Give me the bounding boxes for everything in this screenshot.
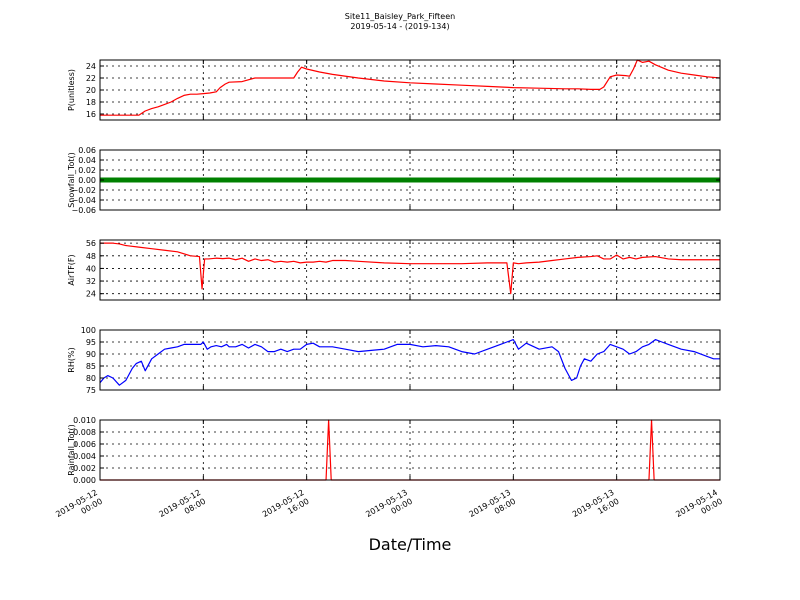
panel-4-ytick-label-3: 85 — [86, 362, 96, 371]
panel-1-ytick-label-1: 18 — [86, 98, 96, 107]
x-tick-labels: 2019-05-1200:00 2019-05-1208:00 2019-05-12… — [54, 488, 724, 528]
panel-3-ytick-label-1: 48 — [86, 252, 96, 261]
panel-4: 100 95 90 85 80 75 RH(%) — [67, 326, 721, 395]
x-tick-label-5: 2019-05-1316:00 — [571, 488, 621, 528]
panel-3-series-line-0 — [100, 242, 720, 295]
panel-3: 56 48 40 32 24 AirTF(F) — [67, 239, 721, 301]
panel-3-ytick-label-3: 32 — [86, 277, 96, 286]
panel-1-series-line-0 — [100, 59, 721, 116]
panel-4-ytick-label-2: 90 — [86, 350, 96, 359]
panel-5-ytick-label-0: 0.010 — [73, 416, 96, 425]
panel-2-ytick-label-1: 0.04 — [78, 156, 96, 165]
panel-1-ytick-label-2: 20 — [86, 86, 96, 95]
panel-1-ytick-label-0: 16 — [86, 110, 96, 119]
panel-5-ytick-label-3: 0.004 — [73, 452, 96, 461]
panel-2-y-axis-label: Snowfall_Tot() — [67, 152, 76, 208]
panels: 1618202224P(unitless)0.060.040.020.00−0.… — [67, 59, 721, 485]
panel-1: 16 18 20 22 24 P(unitless) — [67, 59, 721, 121]
panel-3-ytick-label-2: 40 — [86, 264, 96, 273]
panel-2: 0.060.040.020.00−0.02−0.04−0.06Snowfall_… — [67, 146, 721, 215]
panel-4-ytick-label-1: 95 — [86, 338, 96, 347]
panel-4-ytick-label-0: 100 — [81, 326, 96, 335]
panel-4-ytick-label-5: 75 — [86, 386, 96, 395]
panel-3-y-axis-label: AirTF(F) — [67, 254, 76, 285]
panel-2-ytick-label-5: −0.04 — [71, 196, 96, 205]
panel-3-ytick-label-4: 24 — [86, 290, 96, 299]
panel-1-ytick-label-4: 24 — [86, 62, 96, 71]
panel-2-ytick-label-3: 0.00 — [78, 176, 96, 185]
panel-5: 0.010 0.008 0.006 0.004 0.002 0.000Rainfall_T… — [67, 416, 721, 485]
panel-5-ytick-label-1: 0.008 — [73, 428, 96, 437]
figure-title-line1: Site11_Baisley_Park_Fifteen — [345, 12, 455, 21]
panel-2-ytick-label-4: −0.02 — [71, 186, 96, 195]
panel-5-ytick-label-4: 0.002 — [73, 464, 96, 473]
panel-1-y-axis-label: P(unitless) — [67, 69, 76, 111]
x-axis-label: Date/Time — [369, 535, 452, 554]
x-tick-label-3: 2019-05-1300:00 — [364, 488, 414, 528]
panel-5-y-axis-label: Rainfall_Tot() — [67, 424, 76, 476]
panel-4-series-line-0 — [99, 339, 720, 386]
figure-title-line2: 2019-05-14 - (2019-134) — [350, 22, 449, 31]
x-tick-label-2: 2019-05-1216:00 — [261, 488, 311, 528]
panel-2-ytick-label-6: −0.06 — [71, 206, 96, 215]
panel-3-ytick-label-0: 56 — [86, 239, 96, 248]
panel-2-ytick-label-2: 0.02 — [78, 166, 96, 175]
panel-1-ytick-label-3: 22 — [86, 74, 96, 83]
x-tick-label-6: 2019-05-1400:00 — [674, 488, 724, 528]
x-tick-label-0: 2019-05-1200:00 — [54, 488, 104, 528]
x-tick-label-4: 2019-05-1308:00 — [468, 488, 518, 528]
panel-4-y-axis-label: RH(%) — [67, 347, 76, 372]
panel-2-ytick-label-0: 0.06 — [78, 146, 96, 155]
panel-4-ytick-label-4: 80 — [86, 374, 96, 383]
panel-5-ytick-label-2: 0.006 — [73, 440, 96, 449]
x-tick-label-1: 2019-05-1208:00 — [158, 488, 208, 528]
panel-5-ytick-label-5: 0.000 — [73, 476, 96, 485]
